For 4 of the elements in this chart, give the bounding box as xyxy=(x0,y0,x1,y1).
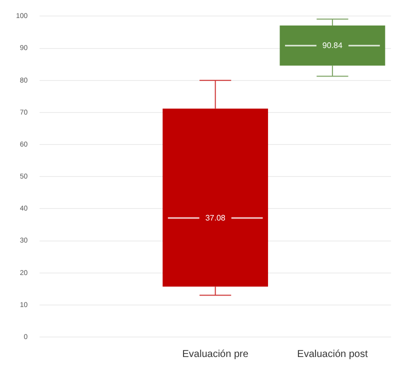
text: 37.08 xyxy=(205,213,226,222)
text: 90.84 xyxy=(322,40,342,50)
x-tick-label: Evaluación pre xyxy=(182,348,249,360)
x-tick-label: Evaluación post xyxy=(297,348,368,360)
